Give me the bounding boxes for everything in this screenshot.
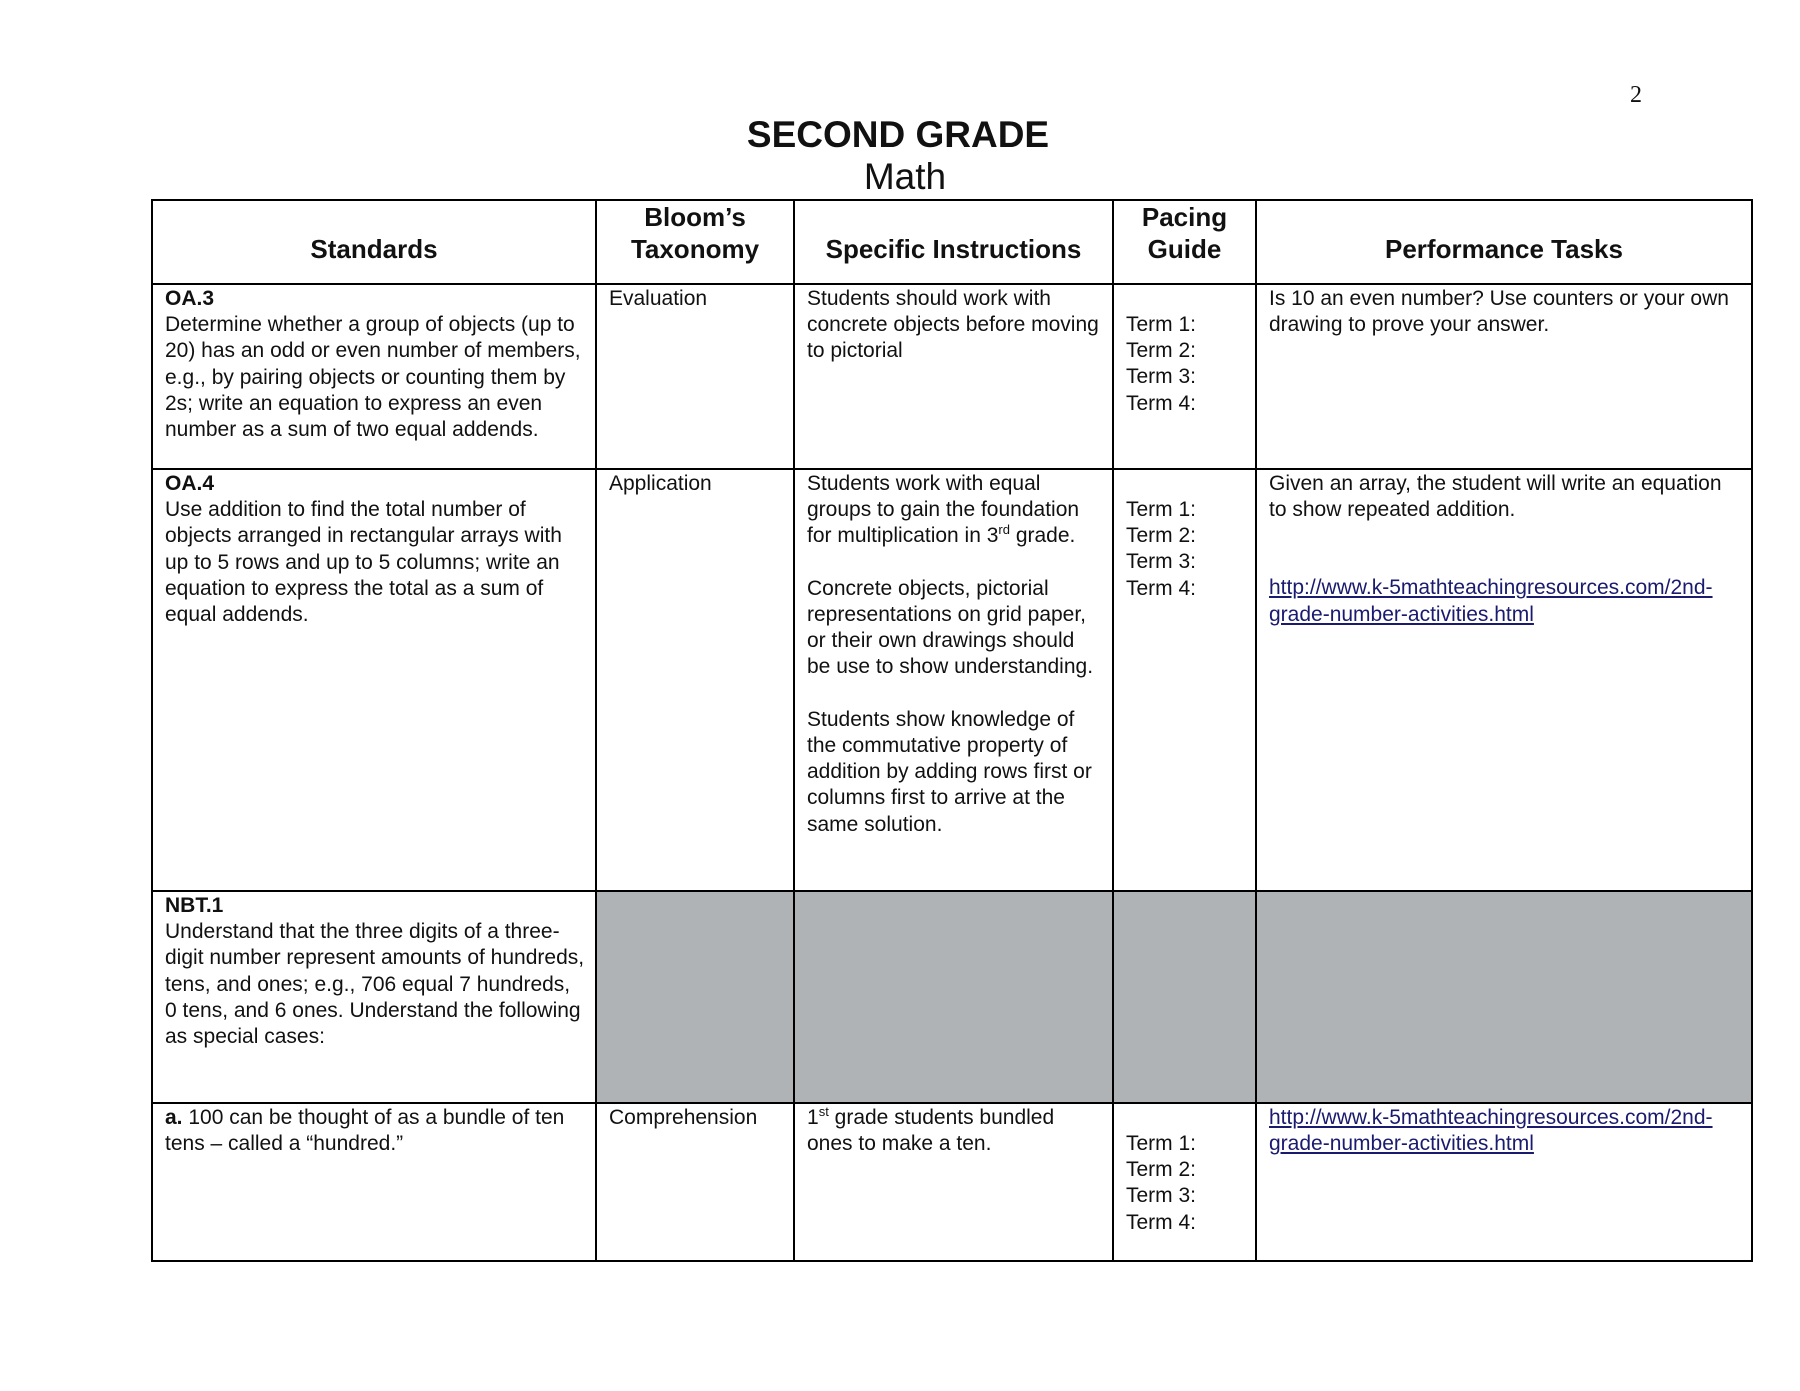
instructions-cell: Students should work with concrete objec…: [793, 283, 1114, 470]
term-label: Term 2:: [1126, 1158, 1197, 1182]
table-row: a. 100 can be thought of as a bundle of …: [151, 1102, 1753, 1262]
standard-cell: OA.4 Use addition to find the total numbe…: [151, 468, 597, 892]
instructions-cell: 1st grade students bundled ones to make …: [793, 1102, 1114, 1262]
page-subtitle: Math: [863, 156, 947, 197]
ordinal-suffix: st: [818, 1104, 829, 1119]
instructions-paragraph: Students show knowledge of the commutati…: [807, 707, 1092, 836]
term-label: Term 3:: [1126, 365, 1197, 389]
resource-link[interactable]: http://www.k-5mathteachingresources.com/…: [1269, 1106, 1713, 1156]
term-label: Term 1:: [1126, 313, 1197, 336]
task-cell: Given an array, the student will write a…: [1255, 468, 1753, 892]
term-label: Term 4:: [1126, 1210, 1197, 1234]
term-label: Term 1:: [1126, 498, 1197, 521]
header-blooms-taxonomy: Bloom’s Taxonomy: [595, 199, 795, 285]
term-label: Term 1:: [1126, 1132, 1197, 1155]
standard-text: 100 can be thought of as a bundle of ten…: [165, 1106, 565, 1156]
header-row: Standards Bloom’s Taxonomy Specific Inst…: [151, 199, 1753, 285]
standard-cell: a. 100 can be thought of as a bundle of …: [151, 1102, 597, 1262]
standard-code: OA.3: [165, 287, 215, 310]
task-cell: http://www.k-5mathteachingresources.com/…: [1255, 1102, 1753, 1262]
resource-link[interactable]: http://www.k-5mathteachingresources.com/…: [1269, 576, 1713, 626]
shaded-cell: [1255, 890, 1753, 1104]
pacing-cell: Term 1: Term 2: Term 3: Term 4:: [1112, 283, 1257, 470]
page-title: SECOND GRADE: [746, 114, 1050, 155]
header-pacing-guide: Pacing Guide: [1112, 199, 1257, 285]
term-label: Term 2:: [1126, 339, 1197, 363]
term-label: Term 2:: [1126, 524, 1197, 548]
standard-cell: OA.3 Determine whether a group of objects…: [151, 283, 597, 470]
term-label: Term 3:: [1126, 1184, 1197, 1208]
standard-text: Determine whether a group of objects (up…: [165, 313, 581, 442]
header-performance-tasks: Performance Tasks: [1255, 199, 1753, 285]
header-standards: Standards: [151, 199, 597, 285]
standard-text: Understand that the three digits of a th…: [165, 920, 585, 1049]
taxonomy-cell: Comprehension: [595, 1102, 795, 1262]
shaded-cell: [1112, 890, 1257, 1104]
term-label: Term 4:: [1126, 391, 1197, 415]
instructions-paragraph: Concrete objects, pictorial representati…: [807, 576, 1094, 679]
standard-code: NBT.1: [165, 894, 224, 917]
instructions-cell: Students work with equal groups to gain …: [793, 468, 1114, 892]
task-cell: Is 10 an even number? Use counters or yo…: [1255, 283, 1753, 470]
ordinal-suffix: rd: [998, 522, 1010, 538]
task-text: Given an array, the student will write a…: [1269, 472, 1722, 522]
header-specific-instructions: Specific Instructions: [793, 199, 1114, 285]
shaded-cell: [793, 890, 1114, 1104]
standard-text: Use addition to find the total number of…: [165, 498, 562, 627]
instructions-text: Students work with equal groups to gain …: [807, 472, 1080, 548]
shaded-cell: [595, 890, 795, 1104]
instructions-text: grade students bundled ones to make a te…: [807, 1106, 1055, 1156]
standard-cell: NBT.1 Understand that the three digits of…: [151, 890, 597, 1104]
term-label: Term 4:: [1126, 576, 1197, 600]
curriculum-table: Standards Bloom’s Taxonomy Specific Inst…: [151, 199, 1753, 1262]
instructions-text: 1: [807, 1106, 819, 1129]
table-row: NBT.1 Understand that the three digits of…: [151, 890, 1753, 1104]
table-row: OA.3 Determine whether a group of objects…: [151, 283, 1753, 470]
taxonomy-cell: Application: [595, 468, 795, 892]
standard-code: OA.4: [165, 472, 215, 495]
taxonomy-cell: Evaluation: [595, 283, 795, 470]
pacing-cell: Term 1: Term 2: Term 3: Term 4:: [1112, 468, 1257, 892]
table-row: OA.4 Use addition to find the total numbe…: [151, 468, 1753, 892]
term-label: Term 3:: [1126, 550, 1197, 574]
standard-code: a.: [165, 1106, 183, 1129]
instructions-paragraph: Students work with equal groups to gain …: [807, 471, 1102, 550]
pacing-cell: Term 1: Term 2: Term 3: Term 4:: [1112, 1102, 1257, 1262]
instructions-text: grade.: [1009, 524, 1076, 548]
page-number: 2: [1630, 82, 1642, 108]
